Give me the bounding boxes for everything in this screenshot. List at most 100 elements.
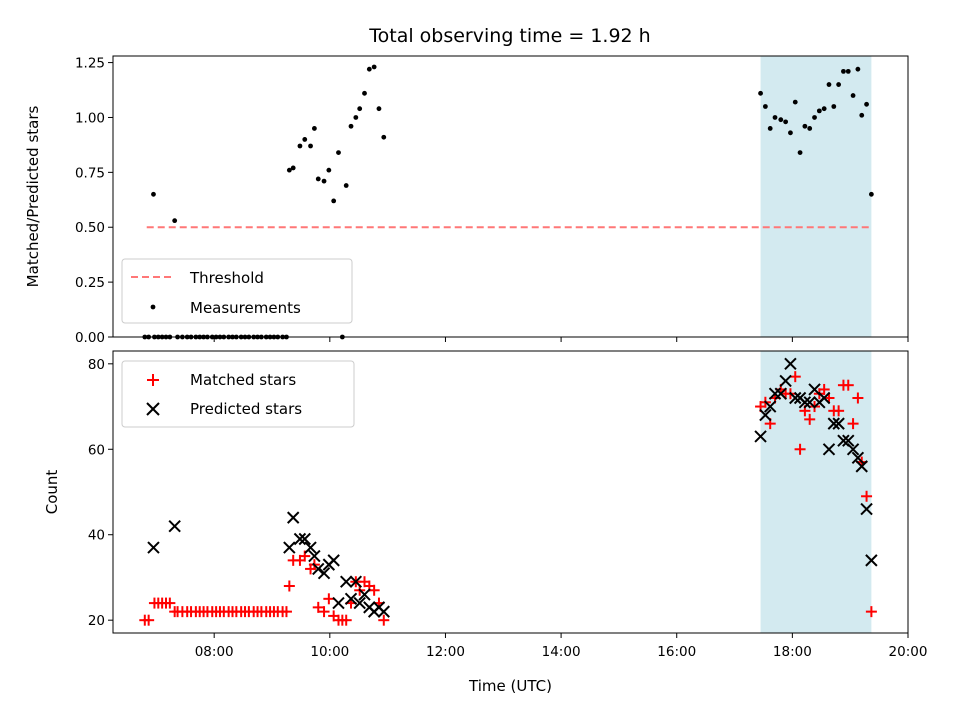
measurement-point xyxy=(855,66,861,72)
measurement-point xyxy=(864,101,869,107)
measurement-point xyxy=(772,115,778,120)
predicted-star-point xyxy=(855,460,868,473)
measurement-point xyxy=(357,106,363,112)
measurement-point xyxy=(778,117,784,123)
x-tick-label: 20:00 xyxy=(889,644,928,660)
predicted-star-point xyxy=(353,596,366,610)
top-y-tick-label: 0.25 xyxy=(75,275,105,291)
legend-matched-label: Matched stars xyxy=(190,371,296,389)
predicted-star-point xyxy=(865,554,878,567)
matched-star-point xyxy=(842,379,854,391)
measurement-point xyxy=(321,178,327,184)
matched-star-point xyxy=(280,606,292,618)
top-y-tick-label: 1.00 xyxy=(75,110,105,126)
predicted-star-point xyxy=(851,451,865,465)
predicted-star-point xyxy=(317,566,331,580)
measurement-point xyxy=(297,143,303,149)
predicted-star-point xyxy=(349,575,363,588)
bottom-axes-frame xyxy=(112,350,909,634)
predicted-star-point xyxy=(147,541,160,554)
bottom-panel: 20 40 60 80 08:00 10:00 12:00 14:00 16:00 18:00 2… xyxy=(43,350,928,695)
predicted-star-point xyxy=(842,434,855,447)
predicted-star-point xyxy=(768,387,782,400)
bottom-y-ticks: 20 40 60 80 xyxy=(88,357,113,629)
top-y-tick-label: 0.75 xyxy=(75,165,105,181)
measurement-point xyxy=(845,68,851,74)
matched-star-point xyxy=(818,383,830,395)
top-y-axis-label: Matched/Predicted stars xyxy=(24,106,42,288)
top-legend: Threshold Measurements xyxy=(121,258,353,324)
top-x-ticks xyxy=(213,337,909,342)
measurement-point xyxy=(868,191,874,197)
measurement-point xyxy=(783,119,789,125)
measurement-point xyxy=(758,90,763,96)
bottom-legend: Matched stars Predicted stars xyxy=(121,360,355,428)
measurement-point xyxy=(151,191,156,197)
matched-star-point xyxy=(143,614,155,626)
predicted-star-point xyxy=(327,554,340,567)
measurement-point xyxy=(315,176,321,182)
measurement-point xyxy=(836,82,842,87)
measurement-point xyxy=(826,82,832,87)
predicted-star-point xyxy=(754,430,767,443)
predicted-star-point xyxy=(763,400,777,413)
bottom-y-tick-label: 40 xyxy=(88,528,105,544)
top-y-tick-label: 0.00 xyxy=(75,330,105,346)
matched-star-point xyxy=(378,614,390,626)
matched-star-point xyxy=(164,597,176,609)
measurement-point xyxy=(816,108,822,114)
measurement-point xyxy=(348,123,354,129)
predicted-star-point xyxy=(798,396,812,409)
bottom-y-axis-label: Count xyxy=(43,470,61,515)
chart-title: Total observing time = 1.92 h xyxy=(368,25,650,47)
measurement-point xyxy=(343,183,349,188)
top-axes-frame xyxy=(112,55,909,338)
measurement-point xyxy=(371,64,377,70)
measurement-point xyxy=(788,130,793,136)
predicted-star-point xyxy=(358,588,371,601)
predicted-star-point xyxy=(827,417,841,430)
x-tick-label: 18:00 xyxy=(773,644,812,660)
predicted-star-point xyxy=(339,575,353,588)
measurement-point xyxy=(812,115,817,120)
predicted-star-point xyxy=(168,519,181,533)
predicted-star-point xyxy=(803,396,816,409)
predicted-star-point xyxy=(784,357,797,371)
measurement-point xyxy=(353,115,359,120)
legend-matched-swatch xyxy=(147,374,159,386)
predicted-star-point xyxy=(286,511,300,524)
predicted-star-point xyxy=(283,541,296,554)
predicted-star-point xyxy=(789,391,802,405)
top-y-ticks: 0.00 0.25 0.50 0.75 1.00 1.25 xyxy=(75,56,113,346)
legend-measurements-label: Measurements xyxy=(190,299,301,317)
measurement-point xyxy=(762,104,768,109)
predicted-star-point xyxy=(817,391,831,405)
measurement-point xyxy=(336,150,341,155)
legend-predicted-label: Predicted stars xyxy=(190,400,302,418)
measurement-point xyxy=(302,137,308,142)
matched-star-point xyxy=(318,606,330,618)
measurement-point xyxy=(366,66,372,72)
matched-star-point xyxy=(789,371,801,383)
measurement-point xyxy=(797,150,803,155)
x-tick-label: 14:00 xyxy=(542,644,581,660)
bottom-y-tick-label: 20 xyxy=(88,613,105,629)
x-axis-label: Time (UTC) xyxy=(468,677,552,695)
measurement-point xyxy=(326,167,332,173)
measurement-point xyxy=(802,123,808,129)
measurement-point xyxy=(331,198,337,204)
legend-predicted-swatch xyxy=(146,402,160,416)
top-y-tick-label: 0.50 xyxy=(75,220,105,236)
predicted-star-point xyxy=(332,596,345,610)
predicted-star-point xyxy=(298,532,311,546)
measurement-point xyxy=(807,126,813,131)
top-legend-box xyxy=(121,258,353,324)
legend-measurements-swatch xyxy=(150,304,156,310)
predicted-star-point xyxy=(759,408,772,422)
measurement-point xyxy=(767,126,773,131)
matched-star-point xyxy=(794,443,806,455)
predicted-star-point xyxy=(304,541,317,554)
x-tick-label: 08:00 xyxy=(195,644,234,660)
measurement-point xyxy=(831,104,837,109)
bottom-y-tick-label: 60 xyxy=(88,442,105,458)
